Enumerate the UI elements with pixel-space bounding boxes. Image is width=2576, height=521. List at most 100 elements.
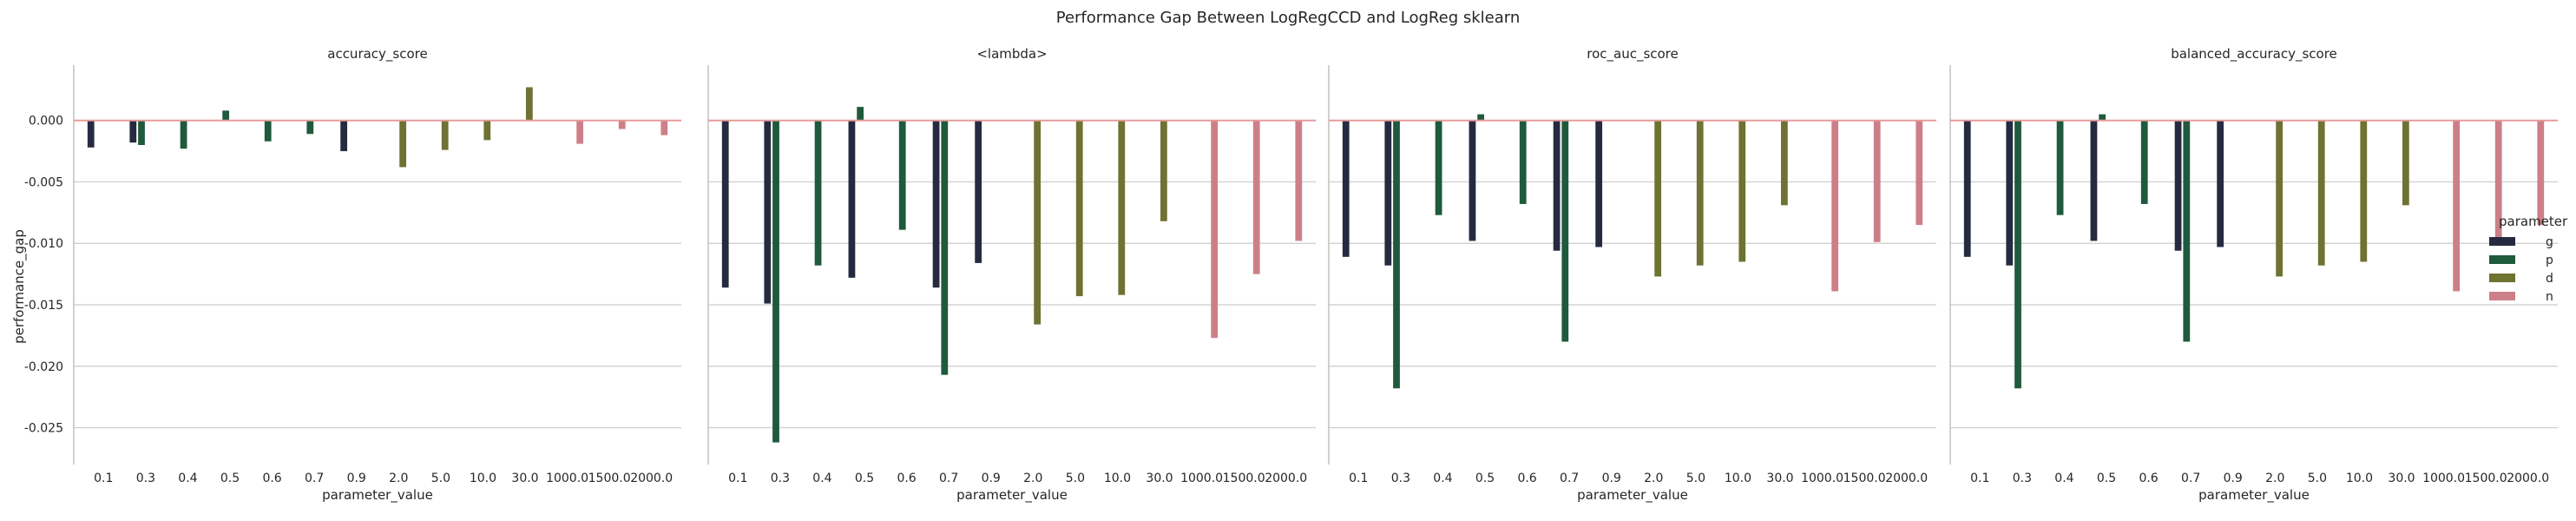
- bar-d-30.0: [1780, 120, 1788, 206]
- x-tick-label: 10.0: [2346, 472, 2373, 485]
- x-tick-label: 0.6: [897, 472, 916, 485]
- bar-n-1000.0: [576, 120, 584, 144]
- bar-g-0.7: [2174, 120, 2182, 251]
- bar-d-5.0: [1075, 120, 1083, 297]
- bar-p-0.7: [306, 120, 314, 135]
- bar-d-30.0: [2402, 120, 2409, 206]
- x-axis-label: parameter_value: [322, 487, 433, 504]
- x-tick-label: 2000.0: [1265, 472, 1307, 485]
- x-tick-label: 30.0: [1766, 472, 1793, 485]
- bar-n-1500.0: [1252, 120, 1260, 274]
- x-tick-label: 2000.0: [1885, 472, 1928, 485]
- x-tick-label: 1000.0: [546, 472, 588, 485]
- x-tick-label: 10.0: [1104, 472, 1131, 485]
- bar-g-0.1: [1963, 120, 1971, 257]
- x-tick-label: 0.6: [2139, 472, 2158, 485]
- bar-p-0.3: [2014, 120, 2021, 389]
- legend-title: parameter: [2499, 214, 2568, 229]
- x-tick-label: 0.7: [939, 472, 958, 485]
- x-tick-label: 2.0: [1644, 472, 1663, 485]
- bar-d-10.0: [1738, 120, 1746, 262]
- bar-g-0.9: [1595, 120, 1603, 247]
- x-tick-label: 30.0: [511, 472, 538, 485]
- x-tick-label: 5.0: [2308, 472, 2327, 485]
- x-tick-label: 30.0: [2388, 472, 2415, 485]
- bar-g-0.7: [1553, 120, 1561, 251]
- chart-panel-3: roc_auc_score 0.1 0.3 0.4 0.5 0.6 0.7 0.9 2.0 5.0…: [1328, 46, 1936, 504]
- bar-p-0.3: [1393, 120, 1400, 389]
- bar-p-0.4: [180, 120, 187, 149]
- legend-label-p: p: [2546, 254, 2553, 267]
- x-tick-label: 2000.0: [2507, 472, 2549, 485]
- bar-n-2000.0: [660, 120, 668, 135]
- bar-n-1500.0: [2494, 120, 2502, 242]
- x-tick-label: 2000.0: [630, 472, 673, 485]
- x-tick-label: 0.4: [812, 472, 831, 485]
- x-tick-label: 0.1: [94, 472, 113, 485]
- chart-panel-1: 0.000 -0.005 -0.010 -0.015 -0.020 -0.025 accur…: [24, 46, 681, 504]
- x-tick-label: 0.4: [178, 472, 197, 485]
- x-tick-label: 0.9: [1602, 472, 1621, 485]
- x-tick-label: 10.0: [1725, 472, 1751, 485]
- y-tick-label: -0.010: [24, 237, 63, 251]
- x-tick-label: 0.9: [347, 472, 366, 485]
- x-tick-label: 0.3: [1391, 472, 1410, 485]
- x-tick-label: 0.3: [771, 472, 790, 485]
- bar-d-10.0: [1118, 120, 1126, 295]
- legend-label-d: d: [2546, 272, 2553, 286]
- y-tick-label: -0.005: [24, 175, 63, 189]
- panel-title: balanced_accuracy_score: [2171, 46, 2337, 63]
- bar-g-0.3: [2006, 120, 2014, 266]
- bar-g-0.9: [2217, 120, 2224, 247]
- bar-p-0.5: [222, 110, 230, 121]
- legend-label-n: n: [2546, 290, 2553, 304]
- y-tick-label: -0.015: [24, 299, 63, 313]
- bar-n-1000.0: [2453, 120, 2461, 292]
- bar-g-0.1: [721, 120, 729, 288]
- bar-g-0.3: [129, 120, 137, 143]
- bar-p-0.6: [1519, 120, 1527, 204]
- bar-d-2.0: [1654, 120, 1662, 277]
- bar-p-0.6: [898, 120, 906, 230]
- bar-p-0.7: [2183, 120, 2191, 342]
- legend-swatch-d: [2489, 274, 2515, 282]
- y-tick-label: 0.000: [29, 115, 63, 129]
- bar-d-30.0: [525, 87, 533, 121]
- x-tick-label: 0.5: [855, 472, 874, 485]
- bar-p-0.4: [814, 120, 822, 266]
- x-tick-label: 1500.0: [2465, 472, 2507, 485]
- figure-title: Performance Gap Between LogRegCCD and Lo…: [1056, 9, 1521, 27]
- bar-d-5.0: [1696, 120, 1704, 266]
- chart-panel-2: <lambda> 0.1 0.3 0.4 0.5 0.6 0.7 0.9 2.0 5.0 10.0 3…: [707, 46, 1316, 504]
- bar-g-0.7: [932, 120, 940, 288]
- x-axis-label: parameter_value: [956, 487, 1068, 504]
- x-tick-label: 0.1: [1349, 472, 1368, 485]
- y-axis-label: performance_gap: [11, 229, 28, 344]
- bar-n-2000.0: [2537, 120, 2545, 225]
- bar-d-10.0: [483, 120, 491, 141]
- x-tick-label: 5.0: [1066, 472, 1085, 485]
- bar-g-0.3: [1384, 120, 1392, 266]
- x-tick-label: 0.7: [2181, 472, 2200, 485]
- bar-d-2.0: [399, 120, 407, 168]
- chart-panel-4: balanced_accuracy_score 0.1 0.3 0.4 0.5 0.6 0.…: [1949, 46, 2558, 504]
- x-tick-label: 30.0: [1146, 472, 1173, 485]
- legend-swatch-g: [2489, 237, 2515, 246]
- panel-title: accuracy_score: [327, 46, 427, 63]
- bar-d-5.0: [2317, 120, 2325, 266]
- legend-swatch-n: [2489, 292, 2515, 300]
- x-tick-label: 1000.0: [1801, 472, 1843, 485]
- x-tick-label: 0.1: [728, 472, 747, 485]
- legend-label-g: g: [2546, 235, 2553, 249]
- x-axis-label: parameter_value: [1577, 487, 1688, 504]
- bar-p-0.3: [772, 120, 779, 443]
- x-tick-label: 5.0: [431, 472, 450, 485]
- x-tick-label: 0.4: [2054, 472, 2073, 485]
- bar-p-0.7: [941, 120, 949, 375]
- bar-d-10.0: [2360, 120, 2368, 262]
- x-tick-label: 0.9: [2224, 472, 2243, 485]
- bar-p-0.7: [1561, 120, 1569, 342]
- x-tick-label: 0.3: [2013, 472, 2032, 485]
